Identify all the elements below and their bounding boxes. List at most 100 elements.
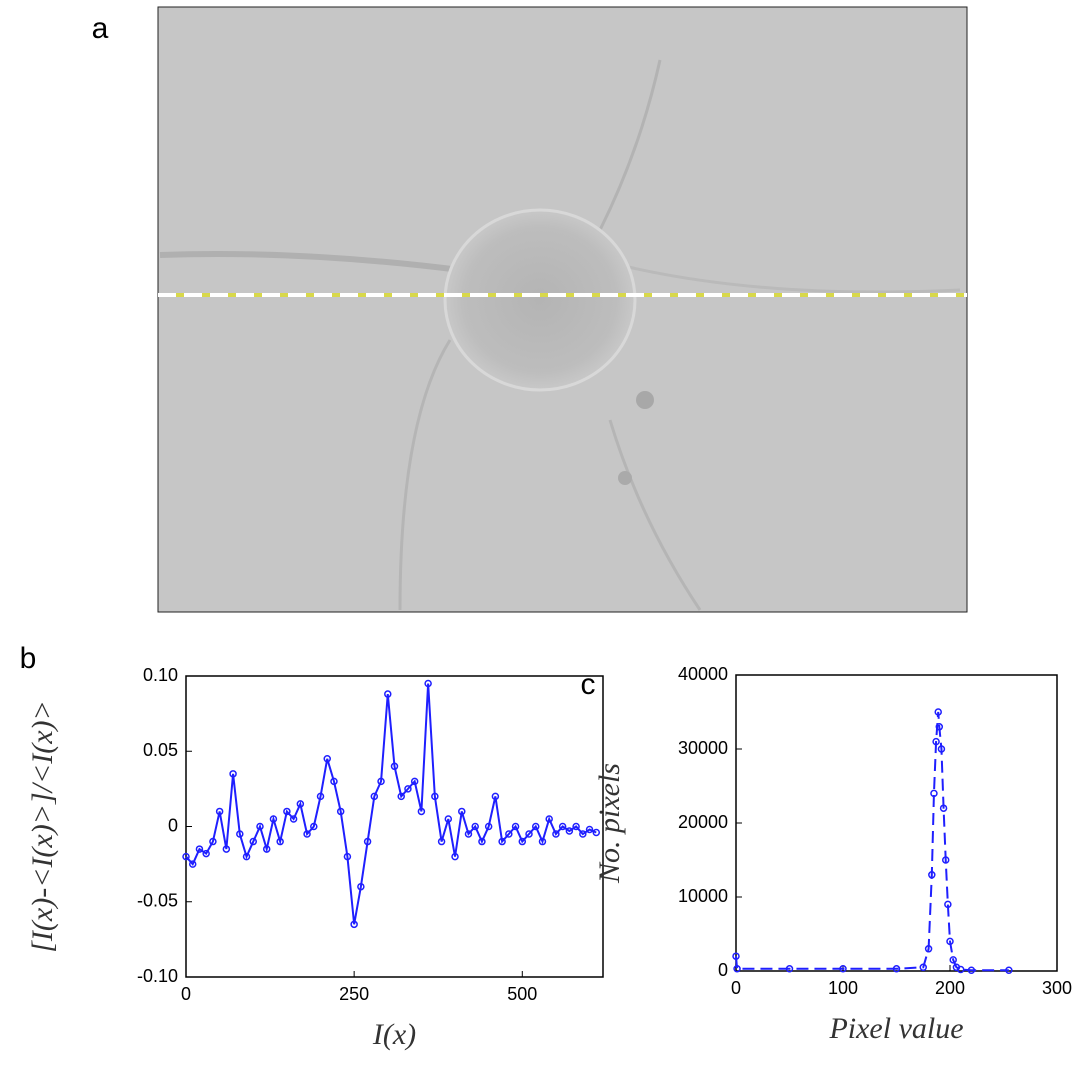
data-point (538, 837, 547, 846)
data-point (930, 789, 938, 798)
data-point (579, 830, 587, 838)
data-point (229, 770, 237, 778)
data-point (484, 822, 493, 831)
data-point (444, 815, 453, 823)
data-point (276, 837, 284, 846)
x-axis-label: Pixel value (828, 1012, 963, 1045)
data-point (303, 830, 311, 838)
data-point (323, 755, 331, 763)
panel-label: b (20, 642, 37, 675)
x-axis-label: I(x) (372, 1018, 416, 1051)
y-tick-label: 0 (168, 815, 178, 835)
data-point (525, 830, 533, 838)
data-point (437, 837, 446, 846)
data-point (202, 849, 210, 858)
data-point (397, 792, 405, 801)
data-point (377, 777, 385, 786)
data-point (464, 830, 473, 838)
x-tick-label: 300 (1042, 978, 1072, 998)
data-point (558, 822, 567, 831)
data-point (310, 822, 318, 831)
y-tick-label: 0.10 (143, 665, 178, 685)
data-point (511, 822, 520, 831)
y-tick-label: 20000 (678, 812, 728, 832)
x-tick-label: 0 (181, 984, 191, 1004)
data-line (735, 711, 1009, 972)
data-point (236, 830, 244, 838)
data-point (1005, 966, 1013, 975)
data-point (934, 708, 942, 716)
panel-label: c (581, 668, 596, 701)
data-point (296, 800, 305, 808)
data-point (839, 965, 847, 973)
data-point (935, 723, 944, 731)
data-point (209, 837, 217, 846)
x-tick-label: 250 (339, 984, 369, 1004)
data-point (417, 807, 426, 816)
data-point (195, 845, 204, 853)
x-tick-label: 200 (935, 978, 965, 998)
panel-label: a (92, 12, 109, 45)
data-point (242, 852, 251, 861)
data-point (458, 807, 466, 816)
data-point (505, 830, 513, 838)
data-point (384, 690, 392, 698)
x-tick-label: 0 (731, 978, 741, 998)
data-point (531, 822, 540, 831)
data-point (932, 737, 940, 746)
data-point (188, 860, 197, 868)
data-point (924, 945, 933, 953)
data-point (269, 815, 278, 823)
y-tick-label: 40000 (678, 664, 728, 684)
micrograph (157, 6, 968, 613)
data-line (185, 683, 597, 925)
data-point (370, 792, 379, 801)
data-point (262, 845, 271, 853)
data-point (949, 956, 957, 964)
data-point (215, 807, 224, 816)
data-point (498, 837, 506, 846)
data-point (343, 852, 352, 861)
y-tick-label: -0.10 (137, 966, 178, 986)
data-point (572, 822, 580, 831)
data-point (363, 837, 372, 846)
x-tick-label: 100 (828, 978, 858, 998)
data-point (956, 965, 965, 974)
y-tick-label: 30000 (678, 738, 728, 758)
y-axis-label: No. pixels (593, 763, 626, 884)
data-point (919, 963, 927, 972)
data-point (404, 785, 412, 793)
plot-frame (185, 675, 604, 978)
data-point (944, 900, 952, 909)
data-point (785, 965, 794, 973)
data-point (182, 852, 190, 861)
x-tick-label: 500 (507, 984, 537, 1004)
data-point (939, 804, 948, 812)
y-axis-label: [I(x)-<I(x)>]/<I(x)> (26, 700, 59, 953)
y-tick-label: -0.05 (137, 891, 178, 911)
plot-frame (735, 674, 1058, 972)
data-point (941, 856, 950, 864)
data-point (424, 679, 432, 688)
data-point (390, 762, 399, 771)
data-point (733, 965, 741, 973)
data-point (410, 777, 419, 786)
data-point (471, 822, 479, 831)
data-point (552, 830, 560, 838)
data-point (928, 871, 936, 879)
data-point (592, 828, 601, 837)
data-point (336, 807, 345, 816)
data-point (478, 837, 486, 846)
y-tick-label: 10000 (678, 886, 728, 906)
y-tick-label: 0.05 (143, 740, 178, 760)
data-point (892, 965, 901, 973)
data-point (256, 822, 264, 831)
data-point (222, 845, 231, 853)
data-point (357, 882, 365, 891)
data-point (937, 745, 946, 753)
data-point (316, 792, 325, 801)
data-point (565, 827, 574, 835)
data-point (967, 966, 976, 975)
data-point (491, 792, 500, 801)
